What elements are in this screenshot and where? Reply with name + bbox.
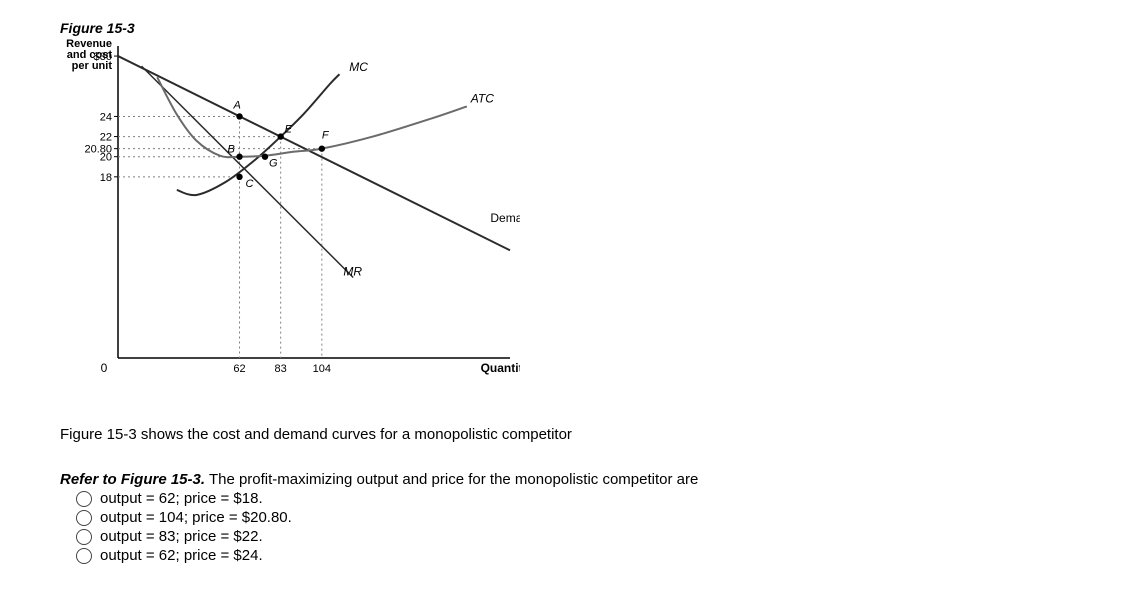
svg-text:E: E bbox=[285, 124, 293, 136]
question-options: output = 62; price = $18. output = 104; p… bbox=[60, 490, 1102, 564]
svg-text:$30: $30 bbox=[94, 51, 112, 63]
figure-caption: Figure 15-3 shows the cost and demand cu… bbox=[60, 426, 1102, 443]
svg-text:G: G bbox=[269, 158, 278, 170]
question-stem: Refer to Figure 15-3. The profit-maximiz… bbox=[60, 471, 1102, 488]
question-prefix: Refer to Figure 15-3. bbox=[60, 471, 205, 488]
svg-text:MR: MR bbox=[343, 264, 362, 278]
radio-icon[interactable] bbox=[76, 529, 92, 545]
svg-text:MC: MC bbox=[349, 60, 368, 74]
question-text: The profit-maximizing output and price f… bbox=[205, 471, 698, 488]
svg-text:62: 62 bbox=[233, 363, 245, 375]
svg-text:20: 20 bbox=[100, 152, 112, 164]
option-label: output = 62; price = $24. bbox=[100, 547, 263, 564]
svg-text:Demand: Demand bbox=[490, 211, 520, 225]
svg-text:F: F bbox=[322, 130, 330, 142]
figure-title: Figure 15-3 bbox=[60, 20, 1102, 36]
option-label: output = 83; price = $22. bbox=[100, 528, 263, 545]
radio-icon[interactable] bbox=[76, 491, 92, 507]
svg-text:A: A bbox=[233, 99, 241, 111]
option-label: output = 104; price = $20.80. bbox=[100, 509, 292, 526]
svg-text:ATC: ATC bbox=[470, 91, 494, 105]
option-1[interactable]: output = 62; price = $18. bbox=[76, 490, 1102, 507]
svg-text:18: 18 bbox=[100, 172, 112, 184]
svg-text:104: 104 bbox=[313, 363, 331, 375]
svg-text:22: 22 bbox=[100, 132, 112, 144]
svg-text:B: B bbox=[228, 144, 235, 156]
option-label: output = 62; price = $18. bbox=[100, 490, 263, 507]
radio-icon[interactable] bbox=[76, 510, 92, 526]
chart: Revenueand costper unit$30242220.8020186… bbox=[60, 38, 520, 398]
svg-text:24: 24 bbox=[100, 111, 112, 123]
option-4[interactable]: output = 62; price = $24. bbox=[76, 547, 1102, 564]
question-block: Refer to Figure 15-3. The profit-maximiz… bbox=[60, 471, 1102, 564]
svg-text:0: 0 bbox=[101, 361, 108, 375]
svg-text:83: 83 bbox=[275, 363, 287, 375]
option-3[interactable]: output = 83; price = $22. bbox=[76, 528, 1102, 545]
option-2[interactable]: output = 104; price = $20.80. bbox=[76, 509, 1102, 526]
radio-icon[interactable] bbox=[76, 548, 92, 564]
svg-text:C: C bbox=[246, 178, 254, 190]
svg-text:Quantity: Quantity bbox=[481, 361, 520, 375]
